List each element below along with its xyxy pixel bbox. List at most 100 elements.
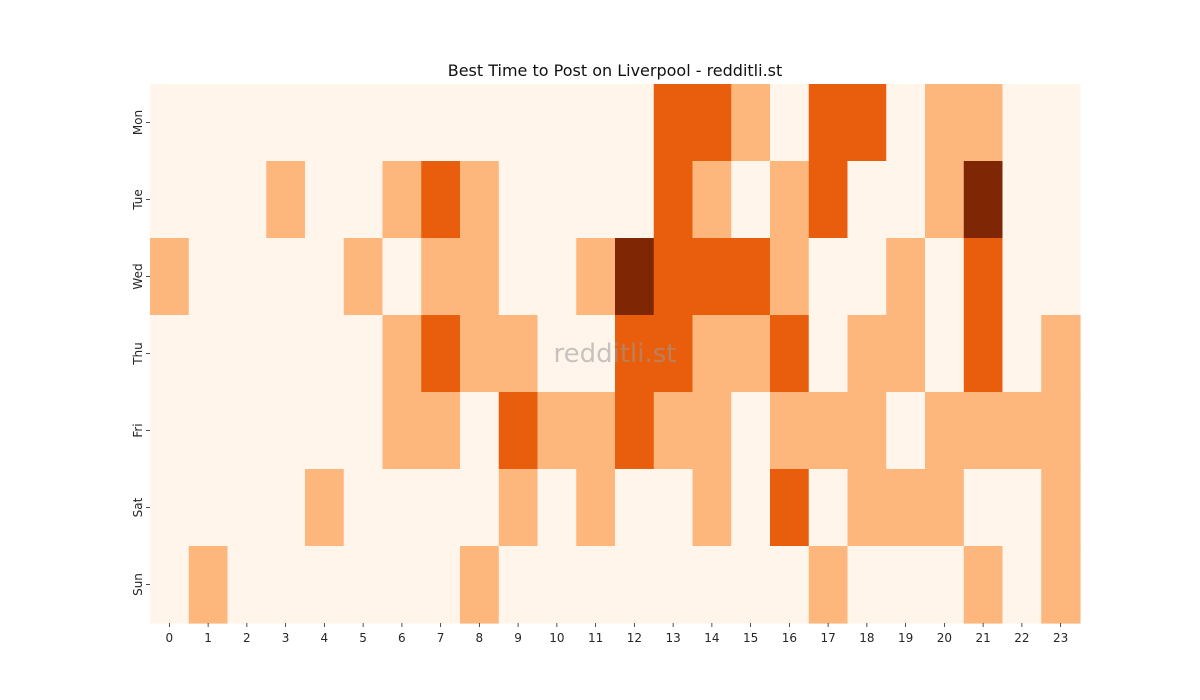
heatmap-cell-thu-16 (770, 315, 810, 393)
heatmap-cell-mon-20 (925, 84, 965, 162)
x-tick-label: 3 (282, 631, 290, 645)
y-tick-label: Mon (131, 110, 145, 135)
heatmap-cell-sat-14 (692, 469, 732, 547)
heatmap-cell-mon-5 (343, 84, 384, 162)
heatmap-cell-sat-12 (615, 469, 655, 547)
heatmap-cell-mon-0 (150, 84, 190, 162)
y-tick-label: Thu (131, 342, 145, 366)
heatmap-cell-thu-18 (847, 315, 887, 393)
heatmap-cell-wed-16 (770, 238, 810, 316)
x-tick-label: 10 (549, 631, 564, 645)
heatmap-cell-fri-20 (925, 392, 965, 470)
heatmap-cell-tue-7 (421, 161, 461, 239)
heatmap-cell-tue-22 (1002, 161, 1042, 239)
x-tick-label: 5 (359, 631, 367, 645)
heatmap-cell-sun-2 (227, 546, 267, 624)
heatmap-cell-tue-4 (305, 161, 345, 239)
heatmap-cell-sun-4 (305, 546, 345, 624)
heatmap-cell-thu-8 (460, 315, 500, 393)
heatmap-cell-sat-4 (305, 469, 345, 547)
heatmap-cell-sat-15 (731, 469, 771, 547)
heatmap-cell-mon-14 (692, 84, 732, 162)
chart-title: Best Time to Post on Liverpool - redditl… (448, 61, 783, 80)
heatmap-cell-thu-4 (305, 315, 345, 393)
x-tick-label: 13 (665, 631, 680, 645)
heatmap-cell-wed-21 (963, 238, 1004, 316)
x-tick-label: 19 (898, 631, 913, 645)
heatmap-cell-sat-13 (653, 469, 694, 547)
heatmap-cell-fri-23 (1041, 392, 1081, 470)
heatmap-cell-thu-14 (692, 315, 732, 393)
heatmap-cell-sun-5 (343, 546, 384, 624)
heatmap-cell-tue-10 (537, 161, 577, 239)
heatmap-cell-wed-1 (188, 238, 229, 316)
heatmap-cell-fri-15 (731, 392, 771, 470)
heatmap-cell-wed-13 (653, 238, 694, 316)
heatmap-cell-sun-22 (1002, 546, 1042, 624)
x-tick-label: 0 (166, 631, 174, 645)
heatmap-cell-tue-23 (1041, 161, 1081, 239)
heatmap-cell-wed-7 (421, 238, 461, 316)
heatmap-cell-sat-23 (1041, 469, 1081, 547)
heatmap-cell-sun-20 (925, 546, 965, 624)
heatmap-cell-fri-7 (421, 392, 461, 470)
heatmap-cell-mon-12 (615, 84, 655, 162)
heatmap-cell-sun-10 (537, 546, 577, 624)
heatmap-cell-fri-10 (537, 392, 577, 470)
heatmap-cell-thu-19 (886, 315, 926, 393)
heatmap-cell-wed-0 (150, 238, 190, 316)
x-tick-label: 4 (321, 631, 329, 645)
heatmap-cell-thu-6 (382, 315, 422, 393)
heatmap-cell-tue-18 (847, 161, 887, 239)
heatmap-cell-wed-3 (266, 238, 306, 316)
x-tick-label: 15 (743, 631, 758, 645)
x-tick-label: 20 (937, 631, 952, 645)
heatmap-cell-sat-0 (150, 469, 190, 547)
heatmap-cell-fri-21 (963, 392, 1004, 470)
heatmap-cell-mon-18 (847, 84, 887, 162)
heatmap-cell-mon-1 (188, 84, 229, 162)
heatmap-cell-mon-19 (886, 84, 926, 162)
heatmap-cell-wed-19 (886, 238, 926, 316)
heatmap-cell-thu-1 (188, 315, 229, 393)
heatmap-cell-tue-6 (382, 161, 422, 239)
heatmap-cell-wed-8 (460, 238, 500, 316)
heatmap-cell-sun-3 (266, 546, 306, 624)
heatmap-cell-sun-17 (808, 546, 849, 624)
heatmap-cell-sat-8 (460, 469, 500, 547)
heatmap-cell-thu-12 (615, 315, 655, 393)
heatmap-cell-tue-8 (460, 161, 500, 239)
heatmap-cell-wed-14 (692, 238, 732, 316)
heatmap-cell-mon-23 (1041, 84, 1081, 162)
heatmap-cell-sat-18 (847, 469, 887, 547)
heatmap-cell-fri-13 (653, 392, 694, 470)
heatmap-cell-mon-16 (770, 84, 810, 162)
heatmap-cell-fri-16 (770, 392, 810, 470)
y-axis: Mon Tue Wed Thu Fri Sat Sun (131, 110, 150, 596)
heatmap-cell-wed-9 (498, 238, 539, 316)
heatmap-cell-mon-3 (266, 84, 306, 162)
heatmap-cell-tue-3 (266, 161, 306, 239)
heatmap-cell-sat-3 (266, 469, 306, 547)
heatmap-cell-sun-0 (150, 546, 190, 624)
heatmap-cell-mon-8 (460, 84, 500, 162)
heatmap-cell-thu-20 (925, 315, 965, 393)
heatmap-cell-mon-6 (382, 84, 422, 162)
y-tick-label: Fri (131, 423, 145, 437)
heatmap-cell-fri-12 (615, 392, 655, 470)
heatmap-cell-sat-11 (576, 469, 616, 547)
heatmap-cell-thu-15 (731, 315, 771, 393)
heatmap-cell-sat-19 (886, 469, 926, 547)
heatmap-cell-fri-3 (266, 392, 306, 470)
heatmap-cell-mon-21 (963, 84, 1004, 162)
heatmap-cell-thu-13 (653, 315, 694, 393)
heatmap-cell-thu-21 (963, 315, 1004, 393)
heatmap-cell-fri-6 (382, 392, 422, 470)
heatmap-cell-fri-14 (692, 392, 732, 470)
heatmap-cell-wed-15 (731, 238, 771, 316)
heatmap-cell-sun-9 (498, 546, 539, 624)
heatmap-cell-mon-9 (498, 84, 539, 162)
heatmap-cell-sun-6 (382, 546, 422, 624)
x-tick-label: 8 (476, 631, 484, 645)
